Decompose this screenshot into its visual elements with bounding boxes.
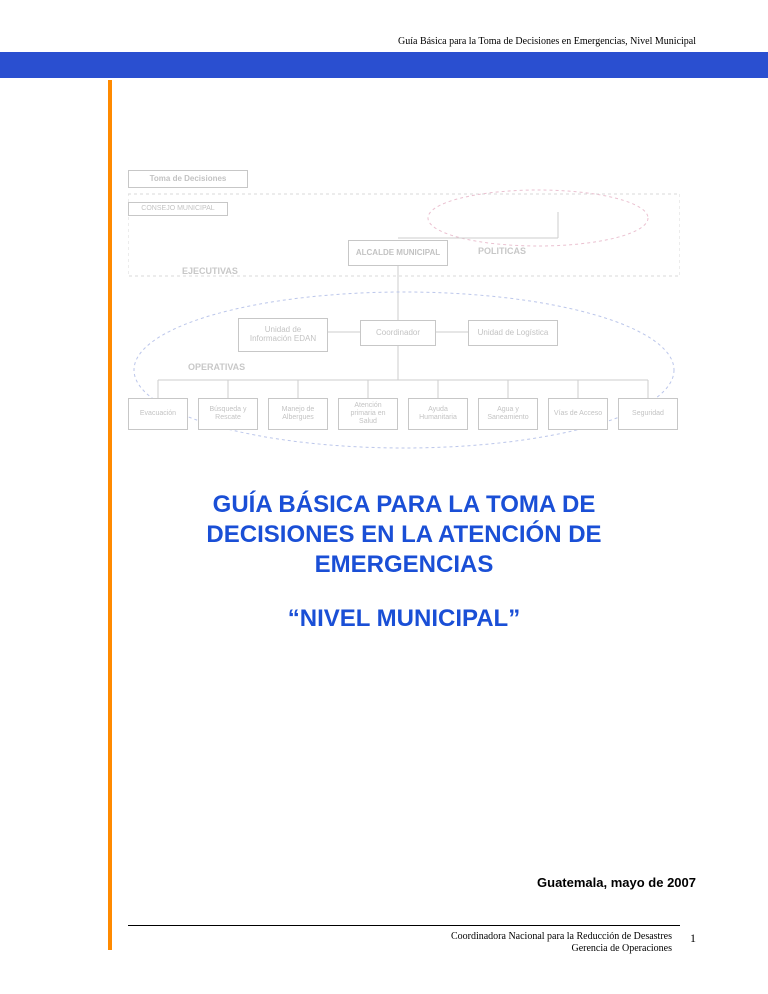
diagram-box-unidad-info: Unidad de Información EDAN — [238, 318, 328, 352]
subtitle: “NIVEL MUNICIPAL” — [128, 605, 680, 633]
page-number: 1 — [690, 931, 696, 946]
orange-vertical-bar — [108, 80, 112, 950]
diagram-box-bottom-2: Manejo de Albergues — [268, 398, 328, 430]
diagram-label-politicas: POLITICAS — [478, 246, 526, 256]
diagram-box-bottom-5: Agua y Saneamiento — [478, 398, 538, 430]
footer-line-2: Gerencia de Operaciones — [572, 943, 673, 954]
running-header: Guía Básica para la Toma de Decisiones e… — [398, 36, 696, 47]
diagram-label-operativas: OPERATIVAS — [188, 362, 245, 372]
date-location: Guatemala, mayo de 2007 — [537, 875, 696, 890]
main-title: GUÍA BÁSICA PARA LA TOMA DE DECISIONES E… — [128, 490, 680, 580]
footer-line-1: Coordinadora Nacional para la Reducción … — [451, 931, 672, 942]
footer-rule — [128, 925, 680, 926]
diagram-box-coordinador: Coordinador — [360, 320, 436, 346]
org-chart-diagram: Toma de Decisiones CONSEJO MUNICIPAL ALC… — [128, 170, 680, 470]
title-line-1: GUÍA BÁSICA PARA LA TOMA DE — [213, 491, 596, 518]
title-line-3: EMERGENCIAS — [315, 551, 494, 578]
footer-text: Coordinadora Nacional para la Reducción … — [451, 931, 672, 955]
diagram-box-alcalde: ALCALDE MUNICIPAL — [348, 240, 448, 266]
diagram-box-bottom-4: Ayuda Humanitaria — [408, 398, 468, 430]
diagram-box-bottom-3: Atención primaria en Salud — [338, 398, 398, 430]
diagram-box-bottom-6: Vías de Acceso — [548, 398, 608, 430]
diagram-box-bottom-0: Evacuación — [128, 398, 188, 430]
blue-horizontal-bar — [0, 52, 768, 78]
diagram-box-bottom-7: Seguridad — [618, 398, 678, 430]
diagram-label-ejecutivas: EJECUTIVAS — [182, 266, 238, 276]
diagram-box-unidad-log: Unidad de Logística — [468, 320, 558, 346]
diagram-box-consejo: CONSEJO MUNICIPAL — [128, 202, 228, 216]
diagram-box-bottom-1: Búsqueda y Rescate — [198, 398, 258, 430]
title-line-2: DECISIONES EN LA ATENCIÓN DE — [206, 521, 601, 548]
